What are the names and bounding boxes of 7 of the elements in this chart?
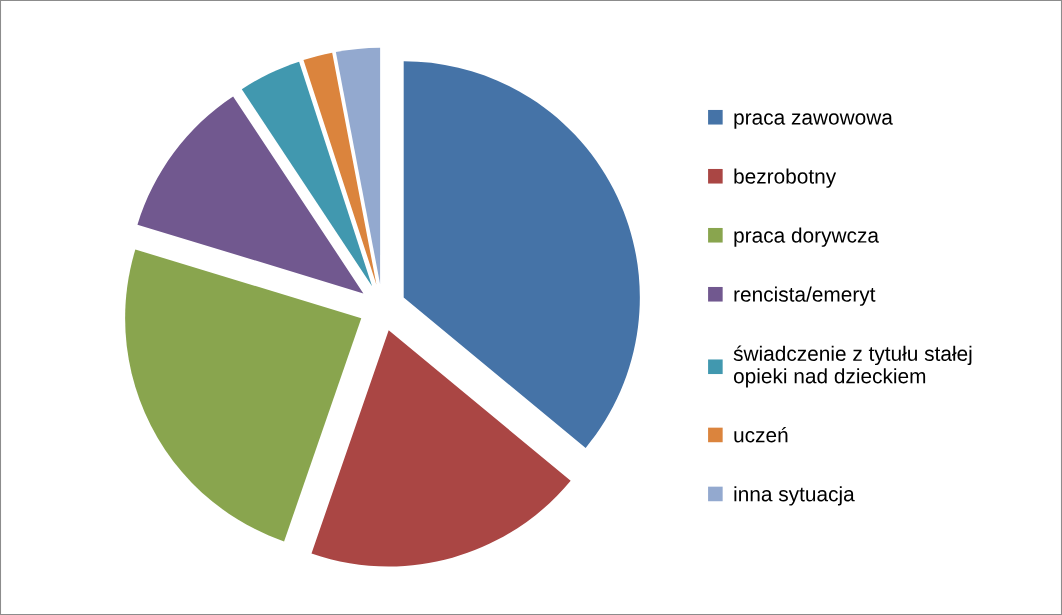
legend-label: świadczenie z tytułu stałej opieki nad dzieckiem: [733, 345, 972, 388]
legend-label: rencista/emeryt: [734, 286, 876, 306]
legend-label: uczeń: [734, 426, 788, 443]
legend-label: bezrobotny: [734, 168, 837, 188]
legend-label: praca zawowowa: [734, 113, 893, 129]
legend-label: praca dorywcza: [734, 227, 879, 247]
legend-label: inna sytuacja: [734, 486, 855, 506]
